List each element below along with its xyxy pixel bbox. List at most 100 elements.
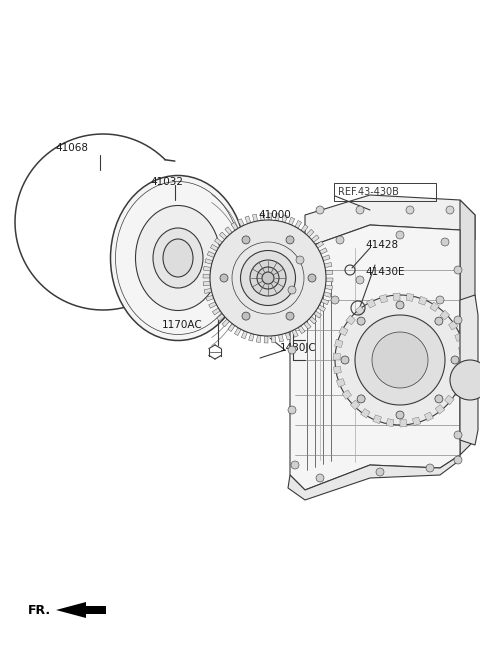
Circle shape [396,231,404,239]
Circle shape [336,236,344,244]
Polygon shape [264,336,268,343]
Polygon shape [278,334,284,342]
Ellipse shape [250,260,286,296]
Circle shape [335,295,465,425]
Polygon shape [393,293,400,300]
Polygon shape [249,333,254,341]
Polygon shape [204,266,211,271]
Polygon shape [288,455,460,500]
Circle shape [286,312,294,320]
Polygon shape [460,360,467,367]
Polygon shape [440,310,450,320]
Polygon shape [206,295,214,301]
Polygon shape [333,353,340,360]
Polygon shape [325,270,333,275]
Polygon shape [457,373,466,380]
Circle shape [396,301,404,309]
Polygon shape [234,328,241,336]
Polygon shape [228,324,235,332]
Polygon shape [256,335,261,342]
Circle shape [242,312,250,320]
Polygon shape [241,331,247,339]
Polygon shape [204,288,212,294]
Text: 41000: 41000 [258,210,291,220]
Circle shape [454,376,462,384]
Polygon shape [424,412,433,421]
Circle shape [435,395,443,403]
Circle shape [441,238,449,246]
Circle shape [341,356,349,364]
Ellipse shape [135,206,220,311]
Circle shape [426,464,434,472]
Polygon shape [324,262,332,267]
Polygon shape [275,214,280,221]
Polygon shape [334,366,341,374]
Polygon shape [339,327,348,336]
Ellipse shape [262,272,274,284]
Circle shape [291,461,299,469]
Circle shape [288,286,296,294]
Polygon shape [295,221,301,229]
Circle shape [435,317,443,325]
Polygon shape [209,302,216,308]
Polygon shape [412,417,420,426]
Text: 41430E: 41430E [365,267,405,277]
Polygon shape [301,225,308,233]
Polygon shape [452,384,461,394]
Circle shape [296,256,304,264]
Polygon shape [290,225,460,490]
Polygon shape [360,409,370,418]
Circle shape [316,206,324,214]
Polygon shape [245,216,251,224]
Text: 41068: 41068 [55,143,88,153]
Polygon shape [222,319,229,327]
Polygon shape [400,420,407,427]
Polygon shape [430,302,439,311]
Polygon shape [305,195,475,248]
Circle shape [242,236,250,244]
Polygon shape [386,419,394,426]
Polygon shape [313,311,322,318]
Circle shape [454,266,462,274]
Circle shape [372,332,428,388]
Ellipse shape [153,228,203,288]
Polygon shape [252,214,258,221]
Circle shape [288,346,296,354]
Ellipse shape [210,220,326,336]
Polygon shape [306,229,314,237]
Polygon shape [448,321,458,330]
Ellipse shape [163,239,193,277]
Polygon shape [205,259,213,264]
Circle shape [331,296,339,304]
Polygon shape [373,415,382,424]
Circle shape [308,274,316,282]
Text: REF.43-430B: REF.43-430B [338,187,399,197]
Text: 41032: 41032 [150,177,183,187]
Polygon shape [203,281,210,286]
Polygon shape [298,326,305,334]
Circle shape [406,206,414,214]
Polygon shape [210,244,218,251]
Polygon shape [325,285,333,290]
Circle shape [451,356,459,364]
Polygon shape [459,346,467,353]
Polygon shape [336,378,345,387]
Polygon shape [215,238,222,245]
Polygon shape [56,602,106,618]
Polygon shape [367,299,375,308]
Polygon shape [318,305,325,311]
Polygon shape [260,213,264,220]
Polygon shape [316,241,324,248]
Polygon shape [268,213,272,220]
Polygon shape [203,274,210,278]
Polygon shape [309,317,317,324]
Circle shape [376,468,384,476]
Polygon shape [272,336,276,343]
Ellipse shape [240,250,296,306]
Polygon shape [319,248,327,254]
Circle shape [396,411,404,419]
Polygon shape [435,405,445,414]
Polygon shape [460,295,478,445]
Polygon shape [231,222,238,230]
Ellipse shape [110,175,245,340]
